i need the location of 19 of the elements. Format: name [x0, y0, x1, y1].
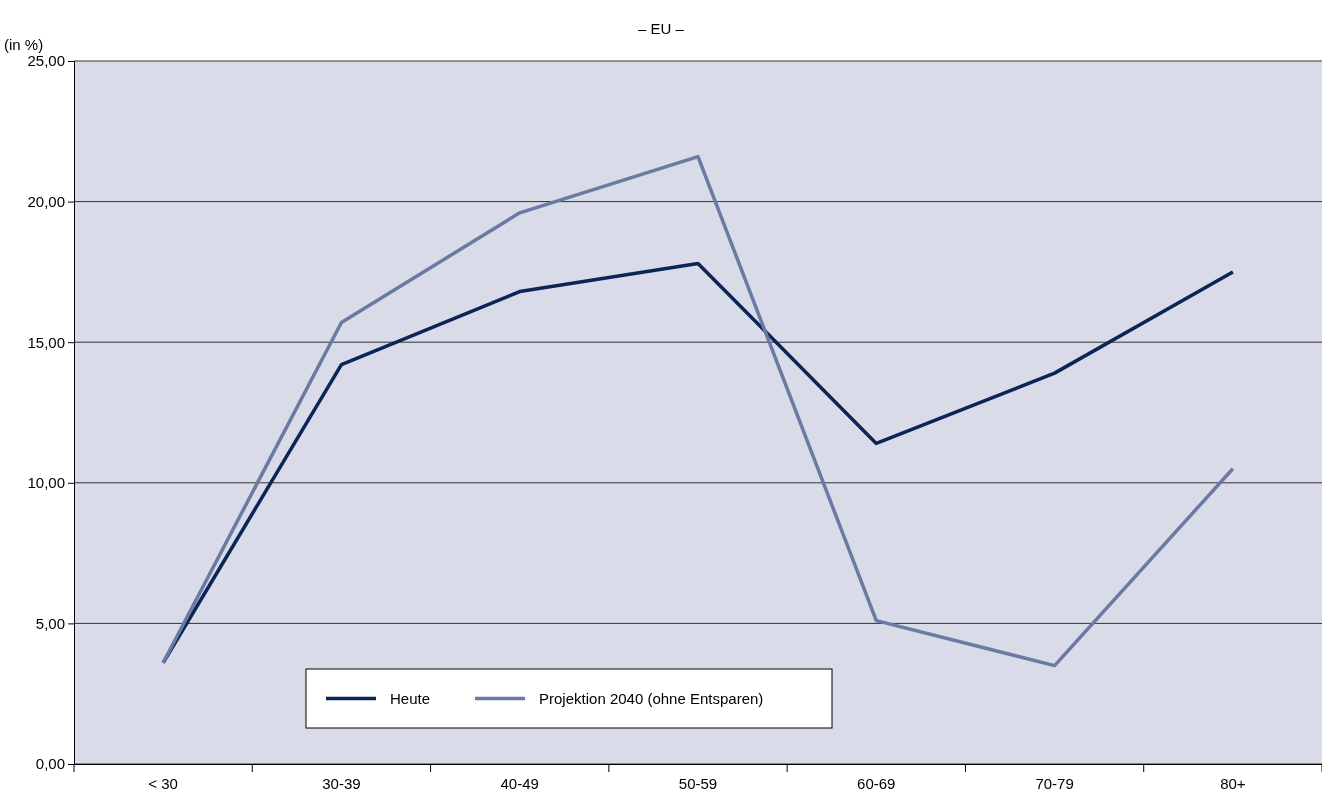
y-axis-title: (in %)	[4, 36, 44, 53]
x-tick-label: 70-79	[1035, 774, 1074, 792]
x-tick-label: 40-49	[500, 774, 539, 792]
line-series	[161, 261, 1235, 665]
x-tick-label: 80+	[1220, 774, 1246, 792]
y-tick-label: 15,00	[27, 333, 65, 351]
chart-title: – EU –	[638, 20, 685, 37]
y-tick-label: 0,00	[35, 755, 65, 773]
x-tick-label: 50-59	[678, 774, 718, 792]
legend-label: Projektion 2040 (ohne Entsparen)	[539, 689, 764, 707]
y-tick-label: 5,00	[35, 614, 65, 632]
y-tick-label: 10,00	[27, 474, 65, 492]
y-tick-label: 25,00	[27, 52, 65, 70]
x-tick-label: < 30	[148, 774, 178, 792]
line-series	[161, 154, 1235, 668]
y-tick-label: 20,00	[27, 192, 65, 210]
legend-label: Heute	[390, 689, 431, 707]
x-tick-label: 60-69	[857, 774, 896, 792]
x-tick-label: 30-39	[322, 774, 361, 792]
